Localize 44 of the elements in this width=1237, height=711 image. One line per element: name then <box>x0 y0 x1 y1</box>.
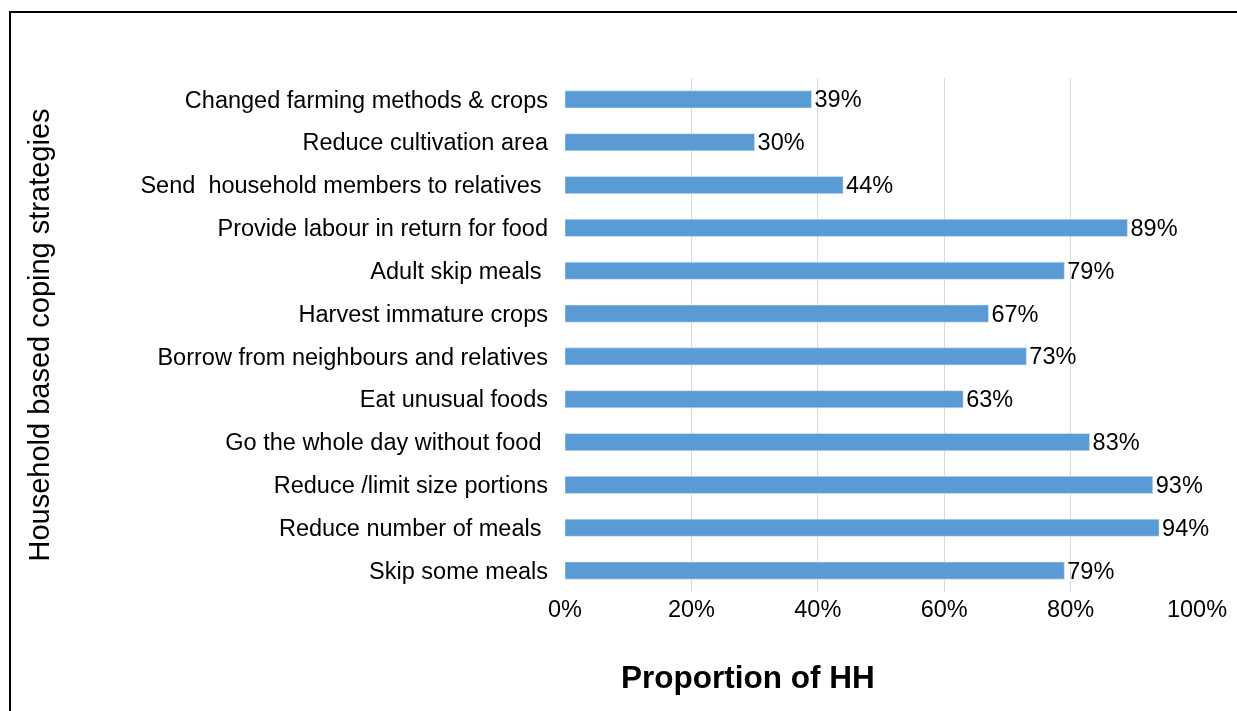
data-label: 39% <box>814 86 862 113</box>
x-tick-label: 40% <box>794 595 842 622</box>
bar <box>565 90 812 109</box>
data-label: 63% <box>966 386 1014 413</box>
y-tick-label: Go the whole day without food <box>225 429 548 456</box>
bar <box>565 518 1160 537</box>
data-label: 30% <box>757 129 805 156</box>
bar <box>565 304 989 323</box>
data-label: 44% <box>846 172 894 199</box>
data-label: 93% <box>1155 471 1203 498</box>
x-tick-label: 60% <box>920 595 968 622</box>
x-tick-label: 0% <box>548 595 583 622</box>
bar <box>565 433 1090 451</box>
bar <box>565 476 1154 494</box>
bar <box>565 261 1065 280</box>
bar <box>565 176 844 194</box>
data-label: 79% <box>1067 557 1115 584</box>
x-tick-label: 100% <box>1166 595 1228 622</box>
data-label: 73% <box>1029 343 1077 370</box>
y-axis-title: Household based coping strategies <box>22 108 55 562</box>
y-tick-label: Changed farming methods & crops <box>184 86 548 113</box>
bar <box>565 561 1065 580</box>
data-label: 79% <box>1067 257 1115 284</box>
data-label: 94% <box>1162 514 1210 541</box>
data-label: 83% <box>1092 429 1140 456</box>
data-label: 67% <box>991 300 1039 327</box>
y-tick-label: Adult skip meals <box>370 257 548 284</box>
y-tick-label: Reduce cultivation area <box>302 129 549 156</box>
x-tick-label: 20% <box>667 595 716 622</box>
y-tick-label: Harvest immature crops <box>298 300 548 327</box>
bar <box>565 390 964 409</box>
y-tick-label: Skip some meals <box>369 557 548 584</box>
bar <box>565 347 1027 366</box>
bar <box>565 133 755 152</box>
bar <box>565 219 1128 237</box>
y-tick-label: Borrow from neighbours and relatives <box>157 343 548 370</box>
y-tick-label: Provide labour in return for food <box>217 215 548 242</box>
x-tick-label: 80% <box>1047 595 1095 622</box>
y-tick-label: Reduce number of meals <box>278 514 548 541</box>
y-tick-label: Reduce /limit size portions <box>273 472 548 499</box>
y-tick-label: Send household members to relatives <box>140 172 548 199</box>
y-tick-label: Eat unusual foods <box>359 386 548 413</box>
data-label: 89% <box>1130 214 1178 241</box>
x-axis-title: Proportion of HH <box>621 659 875 695</box>
